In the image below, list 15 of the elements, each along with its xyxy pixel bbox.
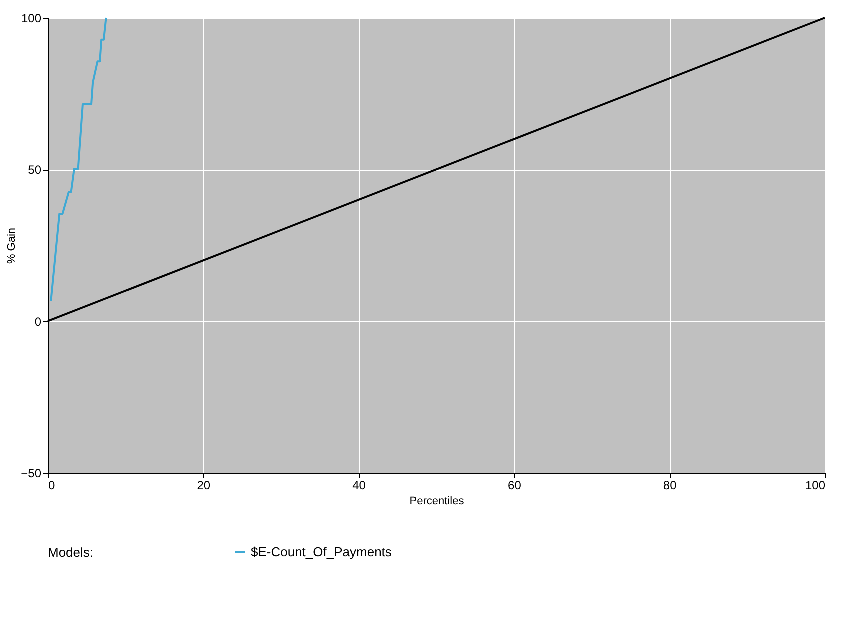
legend-title: Models: [48, 545, 94, 560]
x-tick-label: 0 [48, 478, 56, 492]
x-tick-label: 60 [508, 478, 522, 492]
x-tick-label: 20 [197, 478, 211, 492]
y-axis-title: % Gain [6, 228, 18, 264]
x-axis-title: Percentiles [410, 496, 465, 508]
legend-label: $E-Count_Of_Payments [251, 544, 392, 560]
y-tick-label: 100 [21, 12, 42, 26]
x-tick-label: 80 [663, 478, 678, 492]
y-tick-label: 0 [34, 314, 42, 329]
x-tick-label: 100 [805, 478, 826, 492]
line-series [50, 17, 108, 302]
x-tick-label: 40 [352, 478, 366, 492]
y-tick-label: −50 [21, 466, 42, 480]
y-tick-label: 50 [28, 163, 42, 178]
